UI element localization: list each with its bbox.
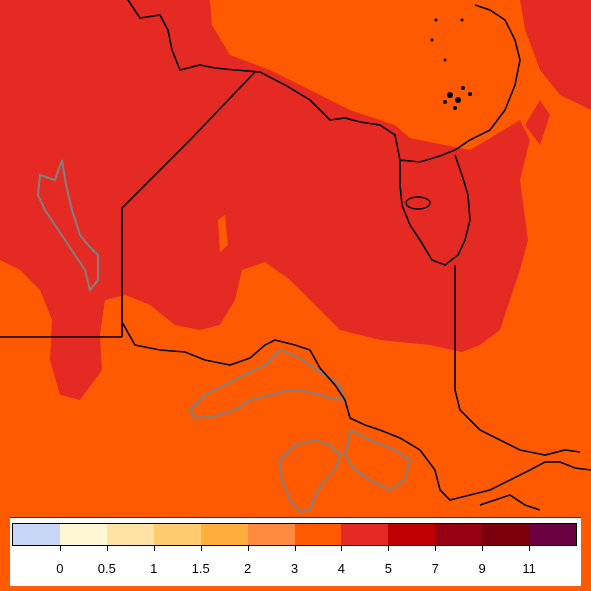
lake-huron-outline [343,428,412,492]
legend-tick [482,545,484,551]
legend-tick-label: 3 [290,561,299,576]
legend-tick-label: 2 [243,561,252,576]
manitoba-ontario-border [121,71,256,337]
red-zone-east-patch [525,100,550,145]
legend-swatch [482,524,530,545]
legend-tick [247,545,249,551]
legend-swatch [247,524,295,545]
orange-notch [218,215,228,252]
legend-ticks: 0 0.5 1 1.5 2 3 4 5 7 9 11 [10,518,581,586]
island [443,100,447,104]
legend-tick-label: 0.5 [97,561,116,576]
lake-michigan-outline [278,438,342,514]
legend-swatch [200,524,248,545]
legend-tick-label: 1.5 [191,561,210,576]
legend-tick [106,545,108,551]
hudson-bay-coast [127,0,521,163]
island [468,92,472,96]
akimiski-island [405,196,431,210]
us-canada-border [121,321,591,501]
lake-winnipeg-outline [36,159,99,293]
legend-tick [153,545,155,551]
island [455,97,461,103]
legend-tick [294,545,296,551]
legend-tick-label: 11 [522,561,536,576]
legend-tick-label: 9 [478,561,486,576]
james-bay-coast [399,154,471,266]
quebec-ontario-border [454,265,581,456]
legend-tick [59,545,61,551]
legend-tick-label: 7 [431,561,439,576]
lower-border [479,494,541,511]
legend-tick [341,545,343,551]
legend-swatch [529,524,577,545]
legend-tick-label: 4 [337,561,346,576]
legend-tick-label: 1 [150,561,158,576]
legend-swatch [294,524,342,545]
island [443,58,447,62]
island [460,18,464,22]
legend-tick [529,545,531,551]
island [461,86,465,90]
island [430,38,434,42]
island [453,106,457,110]
red-zone-main [0,0,530,400]
legend-tick-label: 0 [56,561,64,576]
red-zone-northeast [520,0,591,110]
legend-swatch [153,524,201,545]
legend-tick-label: 5 [384,561,392,576]
island [434,18,438,22]
legend-swatch [59,524,107,545]
legend-tick [388,545,390,551]
color-legend: 0 0.5 1 1.5 2 3 4 5 7 9 11 [10,517,581,586]
legend-swatch [341,524,389,545]
legend-tick [435,545,437,551]
orange-zone-north [210,0,540,150]
legend-swatch [388,524,436,545]
legend-swatch [435,524,483,545]
legend-tick [200,545,202,551]
island [447,92,453,98]
border-lines [0,0,591,511]
islands [405,18,472,210]
legend-swatch [13,524,60,545]
legend-swatch [106,524,154,545]
